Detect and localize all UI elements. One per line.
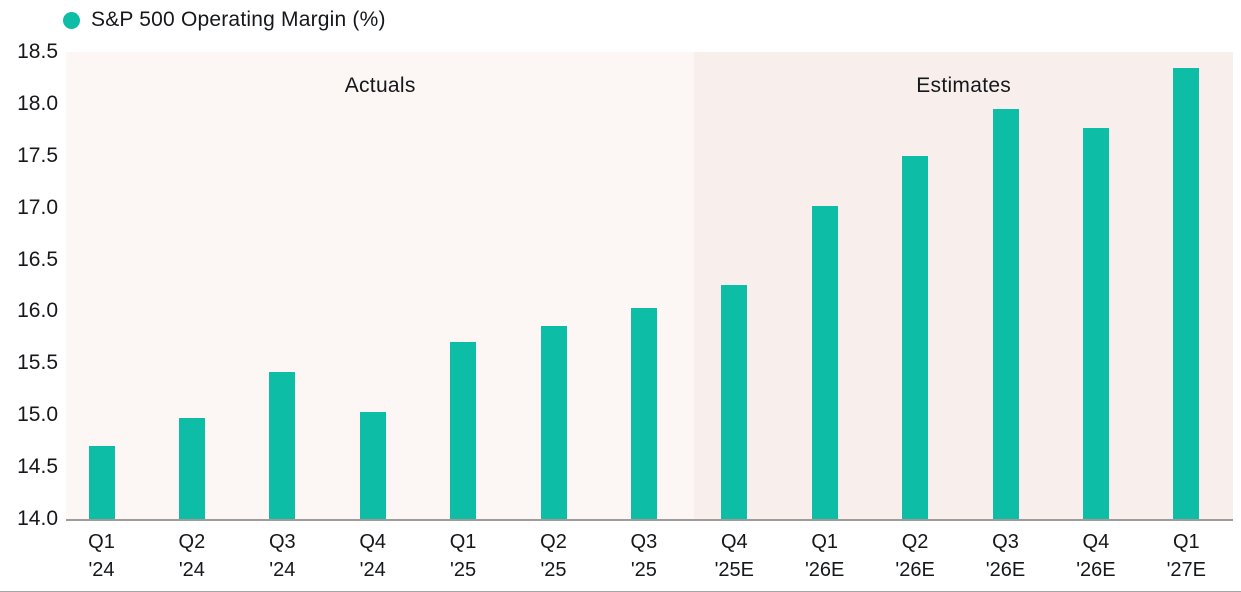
bar — [992, 109, 1019, 519]
y-tick-label: 15.5 — [17, 351, 58, 375]
section-estimates: Estimates — [694, 52, 1233, 519]
bar — [450, 341, 477, 519]
bar — [902, 155, 929, 519]
bar — [630, 308, 657, 519]
y-tick-label: 16.0 — [17, 299, 58, 323]
x-tick-label: Q1 '26E — [804, 531, 845, 581]
y-tick-label: 18.0 — [17, 91, 58, 115]
x-tick-label: Q3 '25 — [630, 531, 658, 581]
legend-marker-icon — [63, 11, 80, 29]
section-label: Estimates — [916, 74, 1012, 97]
plot-area: Actuals Estimates — [66, 52, 1233, 521]
x-tick-label: Q2 '25 — [540, 531, 567, 581]
x-tick-label: Q1 '27E — [1166, 531, 1206, 581]
x-tick-label: Q4 '24 — [359, 531, 387, 581]
y-tick-label: 18.5 — [17, 40, 58, 63]
x-tick-label: Q2 '26E — [895, 531, 935, 581]
bar — [178, 418, 205, 519]
bar — [721, 284, 748, 519]
section-label: Actuals — [344, 74, 416, 97]
y-tick-label: 14.0 — [17, 507, 58, 530]
y-tick-label: 16.5 — [17, 247, 58, 271]
bar — [1173, 67, 1200, 519]
x-tick-label: Q4 '25E — [714, 531, 754, 581]
bar — [269, 371, 296, 519]
bar — [540, 326, 567, 519]
x-axis-line — [66, 519, 1233, 521]
bar — [359, 412, 386, 519]
bar — [811, 205, 838, 519]
y-tick-label: 17.0 — [17, 195, 58, 219]
y-tick-label: 15.0 — [17, 403, 58, 427]
x-tick-label: Q4 '26E — [1076, 531, 1116, 581]
bar — [88, 446, 115, 519]
y-tick-label: 14.5 — [17, 455, 58, 479]
x-tick-label: Q3 '24 — [268, 531, 296, 581]
y-tick-label: 17.5 — [17, 143, 58, 167]
x-tick-label: Q2 '24 — [178, 531, 206, 581]
x-tick-label: Q1 '24 — [88, 531, 115, 581]
bar — [1082, 127, 1109, 519]
legend-label: S&P 500 Operating Margin (%) — [91, 8, 386, 31]
x-tick-label: Q3 '26E — [985, 531, 1026, 581]
chart-legend: S&P 500 Operating Margin (%) — [63, 6, 386, 34]
x-tick-label: Q1 '25 — [449, 531, 477, 581]
